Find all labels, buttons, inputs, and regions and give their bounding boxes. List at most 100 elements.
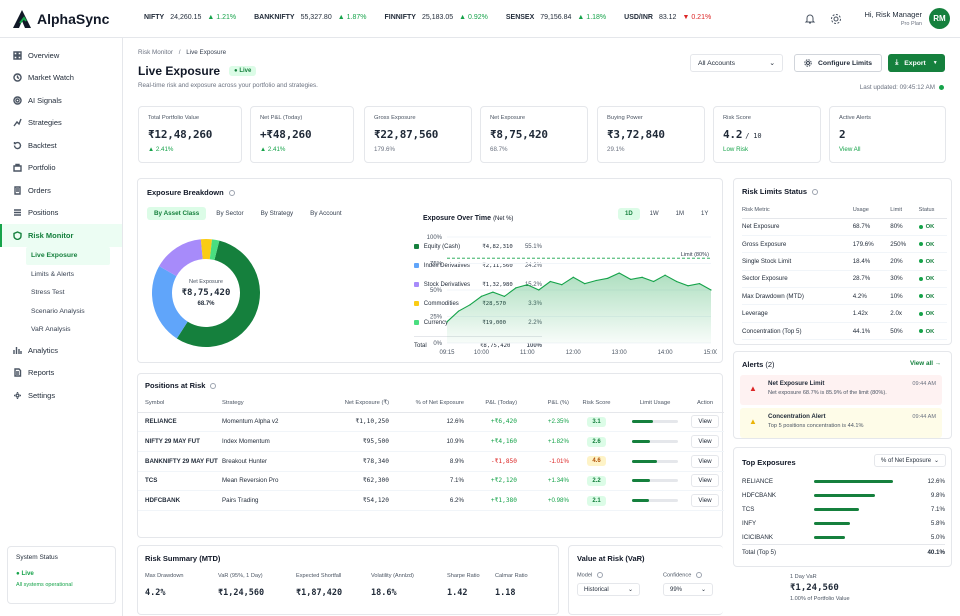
timeframe-1m[interactable]: 1M	[675, 211, 685, 217]
sidebar-subitem-scenario-analysis[interactable]: Scenario Analysis	[31, 307, 85, 315]
sidebar-subitem-var-analysis[interactable]: VaR Analysis	[31, 326, 71, 334]
donut-slice-3[interactable]	[200, 239, 213, 260]
alert-item[interactable]: ▲ Net Exposure Limit Net exposure 68.7% is…	[740, 375, 942, 405]
var-confidence-select[interactable]: 99% ⌄	[663, 583, 713, 596]
table-row[interactable]: RELIANCE Momentum Alpha v2 ₹1,10,250 12.6% +…	[138, 412, 724, 433]
breadcrumb-parent[interactable]: Risk Monitor	[138, 49, 173, 56]
top-exposure-pct: 7.1%	[930, 505, 945, 513]
account-select[interactable]: All Accounts ⌄	[690, 54, 783, 72]
info-icon[interactable]	[696, 572, 703, 578]
alert-item[interactable]: ▲ Concentration Alert Top 5 positions conc…	[740, 408, 942, 438]
donut-slice-2[interactable]	[159, 239, 203, 277]
alert-desc: Top 5 positions concentration is 44.1%	[768, 423, 864, 429]
ticker-sensex[interactable]: SENSEX 79,156.84 ▲ 1.18%	[506, 14, 606, 21]
risk-limits-card: Risk Limits Status Risk Metric Usage Limit…	[733, 178, 952, 345]
data-point	[538, 289, 540, 291]
info-icon[interactable]	[210, 383, 217, 390]
sidebar-item-backtest[interactable]: Backtest	[0, 134, 122, 157]
app-logo[interactable]: AlphaSync	[12, 9, 109, 29]
var-model-select[interactable]: Historical ⌄	[577, 583, 640, 596]
table-row[interactable]: HDFCBANK Pairs Trading ₹54,120 6.2% +₹1,380 +…	[138, 490, 724, 511]
export-button[interactable]: ⤓ Export ▼	[888, 54, 945, 72]
gear-icon[interactable]	[830, 13, 842, 25]
limit-usage-bar	[632, 498, 678, 502]
timeframe-1w[interactable]: 1W	[649, 211, 659, 217]
donut-slice-4[interactable]	[209, 239, 220, 261]
timeframe-1d[interactable]: 1D	[618, 208, 640, 220]
tab-by-strategy[interactable]: By Strategy	[260, 210, 294, 217]
tab-by-asset-class[interactable]: By Asset Class	[147, 207, 207, 220]
limit-usage-bar	[632, 479, 678, 483]
ticker-change: ▼ 0.21%	[682, 14, 712, 21]
top-exposure-name: RELIANCE	[742, 477, 773, 485]
table-cell: 1.42x	[852, 304, 891, 323]
kpi-value: 4.2/ 10	[723, 128, 762, 141]
sidebar-item-analytics[interactable]: Analytics	[0, 339, 122, 362]
ticker-finnifty[interactable]: FINNIFTY 25,183.05 ▲ 0.92%	[384, 14, 487, 21]
risk-summary-label: Calmar Ratio	[495, 573, 528, 579]
bell-icon[interactable]	[804, 13, 816, 25]
sidebar-subitem-live-exposure[interactable]: Live Exposure	[26, 246, 110, 265]
view-button[interactable]: View	[691, 435, 719, 449]
sidebar-item-risk-monitor[interactable]: Risk Monitor	[0, 224, 122, 247]
table-cell: 68.7%	[852, 218, 891, 236]
sidebar-item-portfolio[interactable]: Portfolio	[0, 157, 122, 180]
ticker-nifty[interactable]: NIFTY 24,260.15 ▲ 1.21%	[144, 14, 236, 21]
position-action-cell: View	[686, 451, 724, 472]
ticker-banknifty[interactable]: BANKNIFTY 55,327.80 ▲ 1.87%	[254, 14, 366, 21]
tab-by-sector[interactable]: By Sector	[216, 210, 244, 217]
donut-slice-1[interactable]	[152, 266, 188, 339]
table-row[interactable]: TCS Mean Reversion Pro ₹62,300 7.1% +₹2,120 +…	[138, 471, 724, 492]
ticker-value: 25,183.05	[421, 14, 454, 21]
sidebar-item-market-watch[interactable]: Market Watch	[0, 67, 122, 90]
donut-slice-0[interactable]	[176, 240, 260, 347]
legend-row: Stock Derivatives ₹1,32,980 15.2%	[414, 275, 542, 294]
configure-limits-button[interactable]: Configure Limits	[794, 54, 882, 72]
sidebar-item-label: Analytics	[28, 345, 59, 355]
y-tick-label: 50%	[430, 288, 443, 294]
sidebar-subitem-stress-test[interactable]: Stress Test	[31, 289, 65, 297]
top-exposures-select[interactable]: % of Net Exposure ⌄	[874, 454, 946, 467]
position-action-cell: View	[686, 431, 724, 452]
table-cell: Net Exposure	[742, 218, 853, 236]
sidebar-item-ai-signals[interactable]: AI Signals	[0, 89, 122, 112]
ticker-usdinr[interactable]: USD/INR 83.12 ▼ 0.21%	[624, 14, 711, 21]
sidebar-item-reports[interactable]: Reports	[0, 362, 122, 385]
legend-swatch	[414, 320, 419, 325]
limit-usage-fill	[632, 420, 653, 424]
sidebar-item-orders[interactable]: Orders	[0, 179, 122, 202]
system-status-live: ● Live	[16, 570, 34, 577]
position-exposure: ₹62,300	[303, 471, 389, 492]
timeframe-1y[interactable]: 1Y	[701, 211, 709, 217]
sidebar-item-overview[interactable]: Overview	[0, 44, 122, 67]
kpi-net-p-l-today-: Net P&L (Today) +₹48,260 ▲ 2.41%	[250, 106, 354, 163]
tab-by-account[interactable]: By Account	[310, 210, 342, 217]
sidebar-item-positions[interactable]: Positions	[0, 202, 122, 225]
info-icon[interactable]	[597, 572, 604, 578]
info-icon[interactable]	[228, 190, 235, 197]
position-action-cell: View	[686, 412, 724, 433]
sidebar-item-strategies[interactable]: Strategies	[0, 112, 122, 135]
view-button[interactable]: View	[691, 454, 719, 468]
view-button[interactable]: View	[691, 415, 719, 429]
risk-score-badge: 2.2	[587, 475, 606, 486]
table-row[interactable]: BANKNIFTY 29 MAY FUT Breakout Hunter ₹78,3…	[138, 451, 724, 472]
position-pnl: +₹1,380	[464, 490, 517, 511]
sidebar-subitem-limits-alerts[interactable]: Limits & Alerts	[31, 270, 75, 278]
table-row[interactable]: NIFTY 29 MAY FUT Index Momentum ₹95,500 10.…	[138, 431, 724, 452]
legend-name: Total	[414, 343, 427, 349]
position-pnl: +₹6,420	[464, 412, 517, 433]
sidebar-item-settings[interactable]: Settings	[0, 384, 122, 407]
kpi-sub[interactable]: View All	[839, 146, 861, 153]
alerts-view-all[interactable]: View all →	[909, 360, 941, 367]
view-button[interactable]: View	[691, 474, 719, 488]
info-icon[interactable]	[812, 189, 819, 196]
user-info[interactable]: Hi, Risk Manager Pro Plan	[864, 10, 922, 27]
data-point	[618, 272, 620, 274]
kpi-sub: 68.7%	[490, 146, 508, 153]
view-button[interactable]: View	[691, 494, 719, 508]
legend-name: Commodities	[423, 300, 459, 307]
positions-icon	[14, 209, 21, 216]
table-cell: 44.1%	[852, 322, 891, 341]
avatar[interactable]: RM	[929, 8, 950, 29]
